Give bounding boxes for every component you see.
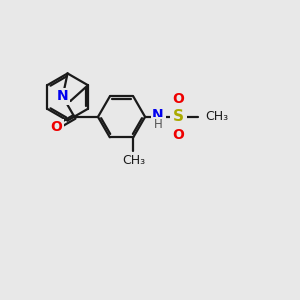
Text: N: N (152, 108, 164, 122)
Text: O: O (173, 128, 184, 142)
Text: CH₃: CH₃ (122, 154, 145, 167)
Text: N: N (57, 89, 68, 103)
Text: O: O (50, 121, 62, 134)
Text: O: O (173, 92, 184, 106)
Text: CH₃: CH₃ (205, 110, 228, 123)
Text: S: S (173, 110, 184, 124)
Text: H: H (154, 118, 162, 131)
